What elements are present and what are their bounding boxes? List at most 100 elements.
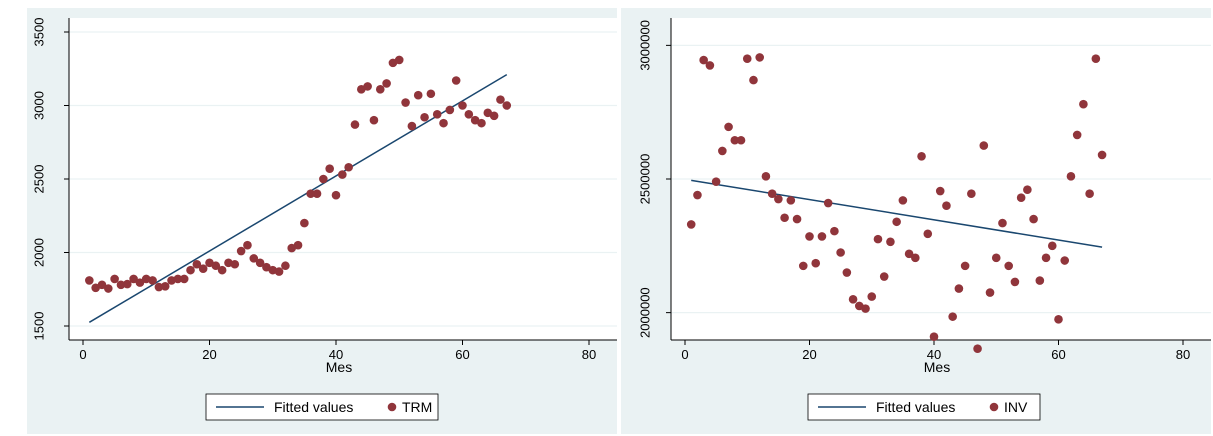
data-point-inv xyxy=(686,220,696,229)
data-point-inv xyxy=(1091,54,1101,64)
data-point-inv xyxy=(1016,193,1026,203)
data-point-inv xyxy=(979,141,989,150)
data-point-inv xyxy=(823,198,833,208)
data-point-inv xyxy=(730,135,740,145)
chart-panel-trm: 0 20 40 60 80 1500 2000 2500 3000 3500 Mes Fitted v… xyxy=(27,8,617,434)
x-tick-label: 80 xyxy=(582,347,596,362)
data-point-inv xyxy=(780,213,789,223)
data-point-trm xyxy=(369,115,379,125)
x-tick-label: 40 xyxy=(927,347,941,362)
data-point-inv xyxy=(954,284,964,293)
data-point-trm xyxy=(325,164,334,174)
x-tick-label: 80 xyxy=(1176,347,1190,362)
data-point-trm xyxy=(502,101,512,110)
data-point-trm xyxy=(375,85,385,94)
data-point-trm xyxy=(154,282,164,292)
data-point-inv xyxy=(761,172,771,181)
data-point-trm xyxy=(477,118,486,128)
y-tick-label: 2500 xyxy=(31,165,46,194)
data-point-trm xyxy=(122,279,132,289)
data-point-inv xyxy=(985,288,995,297)
x-tick-label: 20 xyxy=(202,347,216,362)
legend-point-swatch xyxy=(387,402,397,412)
data-point-inv xyxy=(942,201,951,211)
data-point-inv xyxy=(923,229,933,239)
data-point-trm xyxy=(382,79,391,88)
data-point-inv xyxy=(904,249,914,259)
data-point-trm xyxy=(186,265,195,275)
x-tick-label: 20 xyxy=(802,347,816,362)
data-point-trm xyxy=(116,280,126,290)
data-point-inv xyxy=(929,332,939,341)
data-point-trm xyxy=(344,162,353,172)
data-point-inv xyxy=(991,253,1001,263)
data-point-inv xyxy=(879,272,889,281)
data-point-trm xyxy=(306,189,316,198)
data-point-trm xyxy=(451,76,461,85)
data-point-inv xyxy=(948,312,957,321)
legend-point-swatch xyxy=(989,402,999,412)
data-point-inv xyxy=(774,194,783,204)
data-point-trm xyxy=(350,120,360,129)
data-point-inv xyxy=(718,146,727,156)
data-point-inv xyxy=(749,75,758,85)
data-point-inv xyxy=(886,237,895,247)
data-point-trm xyxy=(198,264,208,273)
data-point-inv xyxy=(898,196,908,205)
data-point-inv xyxy=(1041,253,1051,263)
data-point-trm xyxy=(363,82,372,91)
data-point-inv xyxy=(960,261,970,271)
y-tick-label: 3000 xyxy=(31,91,46,120)
data-point-trm xyxy=(85,276,94,285)
data-point-trm xyxy=(160,282,170,291)
data-point-trm xyxy=(445,105,455,115)
x-axis-title: Mes xyxy=(924,359,950,375)
x-tick-label: 0 xyxy=(79,347,86,362)
data-point-trm xyxy=(110,274,119,284)
data-point-trm xyxy=(426,89,436,99)
data-point-inv xyxy=(1010,277,1020,287)
data-point-inv xyxy=(861,304,870,313)
x-tick-label: 60 xyxy=(455,347,469,362)
data-point-inv xyxy=(1097,150,1107,160)
data-point-trm xyxy=(439,118,448,128)
data-point-trm xyxy=(230,259,240,269)
data-point-trm xyxy=(401,98,410,107)
data-point-inv xyxy=(699,55,708,65)
data-point-inv xyxy=(1054,315,1063,324)
data-point-inv xyxy=(935,186,945,196)
legend-label-fitted: Fitted values xyxy=(274,399,353,415)
data-point-inv xyxy=(724,122,733,132)
data-point-inv xyxy=(1029,214,1038,224)
data-point-inv xyxy=(836,248,845,257)
data-point-trm xyxy=(104,284,113,293)
data-point-trm xyxy=(243,240,252,250)
data-point-trm xyxy=(420,112,429,122)
data-point-trm xyxy=(236,246,246,256)
y-tick-label: 2000 xyxy=(31,238,46,267)
y-tick-label: 2000000 xyxy=(637,287,652,338)
legend-label-inv: INV xyxy=(1004,399,1028,415)
data-point-inv xyxy=(792,214,802,224)
legend-label-trm: TRM xyxy=(402,399,432,415)
data-point-inv xyxy=(742,54,752,64)
data-point-trm xyxy=(496,95,505,104)
data-point-inv xyxy=(755,53,764,62)
data-point-inv xyxy=(798,261,808,271)
x-axis-title: Mes xyxy=(326,359,352,375)
data-point-inv xyxy=(1085,189,1094,198)
data-point-inv xyxy=(1047,241,1057,251)
data-point-trm xyxy=(249,254,259,263)
data-point-inv xyxy=(1072,130,1082,140)
data-point-inv xyxy=(892,217,901,227)
data-point-inv xyxy=(1079,99,1088,109)
data-point-inv xyxy=(973,344,982,354)
data-point-trm xyxy=(135,278,145,287)
data-point-trm xyxy=(464,110,474,119)
y-tick-label: 1500 xyxy=(31,312,46,341)
data-point-trm xyxy=(211,261,221,271)
data-point-trm xyxy=(432,110,442,119)
data-point-trm xyxy=(217,265,227,275)
x-tick-label: 40 xyxy=(329,347,343,362)
